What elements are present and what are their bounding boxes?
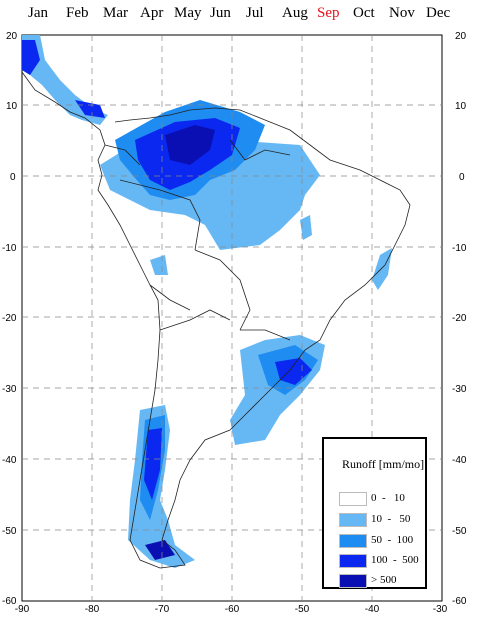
month-nov[interactable]: Nov	[389, 5, 415, 21]
legend-swatch	[339, 513, 367, 527]
legend-swatch	[339, 492, 367, 506]
legend-label: > 500	[371, 574, 397, 586]
runoff-over-500-zones	[145, 125, 215, 560]
lat-tick: 20	[6, 31, 18, 42]
legend-label: 100 - 500	[371, 554, 419, 566]
lat-tick: -60	[452, 596, 467, 607]
legend-label: 50 - 100	[371, 534, 414, 546]
latitude-ticks-left: 20 10 0 -10 -20 -30 -40 -50 -60	[2, 31, 18, 607]
lon-tick: -60	[225, 604, 240, 615]
runoff-legend: Runoff [mm/mo] 0 - 10 10 - 50 50 - 100 1…	[322, 437, 427, 589]
lat-tick: 0	[459, 172, 465, 183]
month-sep[interactable]: Sep	[317, 5, 340, 21]
legend-label: 0 - 10	[371, 492, 405, 504]
month-dec[interactable]: Dec	[426, 5, 451, 21]
lat-tick: -10	[2, 243, 17, 254]
graticule	[22, 35, 442, 601]
month-jan[interactable]: Jan	[28, 5, 48, 21]
legend-swatch	[339, 554, 367, 568]
longitude-ticks: -90 -80 -70 -60 -50 -40 -30	[15, 604, 448, 615]
lat-tick: 0	[10, 172, 16, 183]
month-selector: Jan Feb Mar Apr May Jun Jul Aug Sep Oct …	[0, 0, 492, 30]
legend-title: Runoff [mm/mo]	[342, 457, 425, 471]
lon-tick: -90	[15, 604, 30, 615]
lat-tick: -30	[2, 384, 17, 395]
lat-tick: -60	[2, 596, 17, 607]
lat-tick: -40	[452, 455, 467, 466]
month-aug[interactable]: Aug	[282, 5, 308, 21]
lat-tick: -20	[452, 313, 467, 324]
lon-tick: -50	[295, 604, 310, 615]
lat-tick: 10	[455, 101, 467, 112]
lon-tick: -40	[365, 604, 380, 615]
lon-tick: -70	[155, 604, 170, 615]
month-oct[interactable]: Oct	[353, 5, 375, 21]
lon-tick: -80	[85, 604, 100, 615]
legend-label: 10 - 50	[371, 513, 411, 525]
legend-swatch	[339, 574, 367, 588]
legend-item: 100 - 500	[339, 553, 429, 570]
lon-tick: -30	[433, 604, 448, 615]
lat-tick: -30	[452, 384, 467, 395]
lat-tick: -40	[2, 455, 17, 466]
coastline	[21, 71, 411, 569]
legend-item: > 500	[339, 573, 429, 590]
lat-tick: 10	[6, 101, 18, 112]
month-feb[interactable]: Feb	[66, 5, 89, 21]
lat-tick: 20	[455, 31, 467, 42]
lat-tick: -20	[2, 313, 17, 324]
month-may[interactable]: May	[174, 5, 202, 21]
legend-item: 0 - 10	[339, 491, 429, 508]
legend-item: 10 - 50	[339, 512, 429, 529]
lat-tick: -50	[2, 526, 17, 537]
month-jun[interactable]: Jun	[210, 5, 231, 21]
month-apr[interactable]: Apr	[140, 5, 164, 21]
month-jul[interactable]: Jul	[246, 5, 264, 21]
legend-item: 50 - 100	[339, 533, 429, 550]
lat-tick: -10	[452, 243, 467, 254]
legend-swatch	[339, 534, 367, 548]
month-mar[interactable]: Mar	[103, 5, 128, 21]
latitude-ticks-right: 20 10 0 -10 -20 -30 -40 -50 -60	[452, 31, 467, 607]
lat-tick: -50	[452, 526, 467, 537]
